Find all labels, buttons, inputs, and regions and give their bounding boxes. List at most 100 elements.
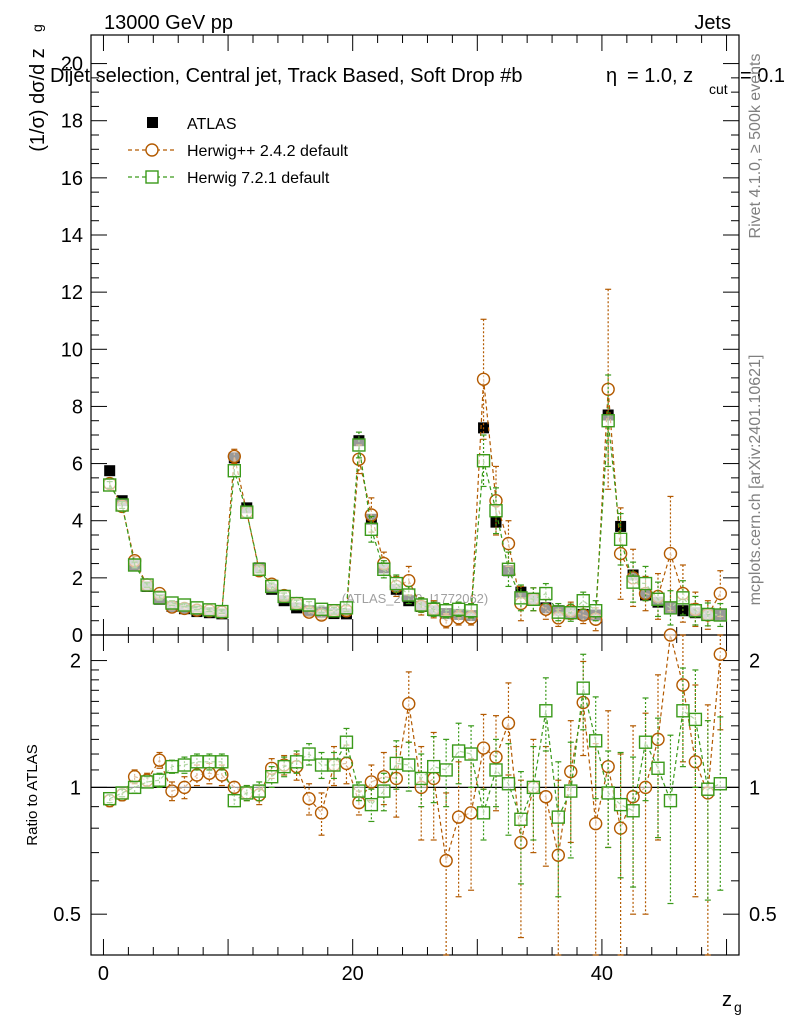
ratio-herwig721-point xyxy=(102,791,117,806)
ratio-herwig721-point xyxy=(227,793,242,808)
ratio-herwig721-point xyxy=(302,747,316,761)
legend-h242-marker xyxy=(145,143,159,157)
herwig242-point xyxy=(352,452,366,466)
legend: ATLAS Herwig++ 2.4.2 default Herwig 7.2.… xyxy=(128,116,349,187)
herwig721-point xyxy=(240,505,254,519)
main-ytick-label: 6 xyxy=(72,454,83,476)
herwig721-point xyxy=(277,589,291,604)
ratio-herwig721-point xyxy=(364,797,379,812)
herwig242-point xyxy=(227,449,242,464)
ratio-herwig721-point xyxy=(277,759,291,774)
ratio-herwig721-point xyxy=(676,704,690,718)
herwig721-point xyxy=(701,607,715,622)
ratio-herwig242-point xyxy=(476,741,491,755)
ratio-herwig242-point xyxy=(339,756,354,771)
herwig721-point xyxy=(713,608,728,622)
ratio-herwig242-point xyxy=(713,647,728,661)
main-ytick-label: 2 xyxy=(72,568,83,590)
herwig721-point xyxy=(688,604,703,618)
herwig721-point xyxy=(638,576,653,591)
ratio-herwig721-point xyxy=(165,759,179,774)
herwig721-point xyxy=(588,604,603,618)
ratio-herwig721-point xyxy=(327,758,341,772)
herwig721-point xyxy=(314,602,329,616)
ratio-herwig242-point xyxy=(451,810,466,824)
ratio-herwig242-point xyxy=(402,696,416,711)
ratio-herwig721-point xyxy=(414,771,428,786)
herwig721-point xyxy=(165,596,179,610)
ratio-herwig721-point xyxy=(352,784,366,798)
main-ytick-label: 20 xyxy=(61,54,83,76)
ratio-ylabel: Ratio to ATLAS xyxy=(24,744,41,845)
ratio-herwig242-point xyxy=(202,766,217,780)
cut-subscript: cut xyxy=(709,81,728,97)
herwig721-point xyxy=(252,562,266,576)
ratio-herwig721-point xyxy=(289,755,304,769)
ratio-herwig242-point xyxy=(626,790,640,804)
herwig721-point xyxy=(302,598,316,612)
herwig721-point xyxy=(651,592,665,606)
ratio-frame xyxy=(90,634,740,956)
ratio-herwig242-point xyxy=(152,753,167,767)
ratio-herwig721-point xyxy=(626,804,640,818)
legend-atlas-marker xyxy=(147,117,158,128)
atlas-point xyxy=(104,465,116,477)
ratio-herwig721-point xyxy=(339,735,354,749)
ratio-herwig721-point xyxy=(377,784,391,798)
beta-glyph: η xyxy=(606,65,617,87)
herwig721-point xyxy=(364,522,379,536)
ratio-herwig242-point xyxy=(439,853,453,868)
ratio-herwig242-point xyxy=(314,806,329,820)
ratio-herwig721-point xyxy=(514,812,528,826)
herwig721-point xyxy=(626,575,640,589)
herwig721-point xyxy=(339,601,354,615)
main-ytick-label: 18 xyxy=(61,111,83,133)
main-ylabel-sub: g xyxy=(29,24,45,32)
ratio-ytick-label: 0.5 xyxy=(53,904,81,926)
ratio-herwig242-point xyxy=(165,784,179,798)
ratio-herwig721-point xyxy=(489,763,503,777)
herwig721-point xyxy=(501,562,516,576)
ratio-herwig721-point xyxy=(177,758,192,772)
herwig721-point xyxy=(576,594,590,608)
ratio-herwig721-point xyxy=(713,777,728,791)
cut-value: = 0.1 xyxy=(740,65,785,87)
legend-h242-label: Herwig++ 2.4.2 default xyxy=(187,143,349,160)
herwig721-point xyxy=(377,562,391,576)
herwig242-point xyxy=(402,574,416,588)
ratio-herwig242-point xyxy=(613,821,628,835)
herwig721-point xyxy=(476,454,491,468)
xlabel-sub: g xyxy=(734,999,742,1015)
herwig721-point xyxy=(202,603,217,617)
main-ytick-label: 14 xyxy=(61,225,83,247)
herwig242-point xyxy=(539,602,553,616)
ratio-herwig721-point xyxy=(127,780,142,795)
ratio-herwig721-point xyxy=(501,777,516,791)
ratio-herwig242-point xyxy=(177,780,192,795)
herwig721-point xyxy=(663,601,678,615)
herwig721-point xyxy=(127,558,142,572)
ratio-herwig721-point xyxy=(451,744,466,758)
ratio-herwig721-point xyxy=(152,773,167,787)
ratio-plot xyxy=(102,628,728,956)
ratio-herwig721-point xyxy=(476,806,491,820)
ratio-herwig721-point xyxy=(252,784,266,798)
herwig242-point xyxy=(364,508,379,522)
herwig721-point xyxy=(426,602,441,616)
herwig242-point xyxy=(601,382,615,396)
ratio-herwig721-point xyxy=(701,782,715,796)
herwig721-point xyxy=(227,464,242,478)
ratio-herwig721-point xyxy=(264,770,279,784)
herwig721-point xyxy=(152,591,167,605)
herwig242-point xyxy=(576,608,590,622)
ratio-herwig242-point xyxy=(539,790,553,804)
xtick-label: 0 xyxy=(98,963,109,985)
ratio-ytick-label-right: 2 xyxy=(749,651,760,673)
ratio-herwig721-point xyxy=(613,797,628,812)
main-ytick-label: 10 xyxy=(61,339,83,361)
ratio-herwig242-point xyxy=(215,768,229,782)
herwig721-point xyxy=(264,579,279,594)
ratio-herwig721-point xyxy=(439,763,453,777)
selection-tail: = 1.0, z xyxy=(627,65,693,87)
